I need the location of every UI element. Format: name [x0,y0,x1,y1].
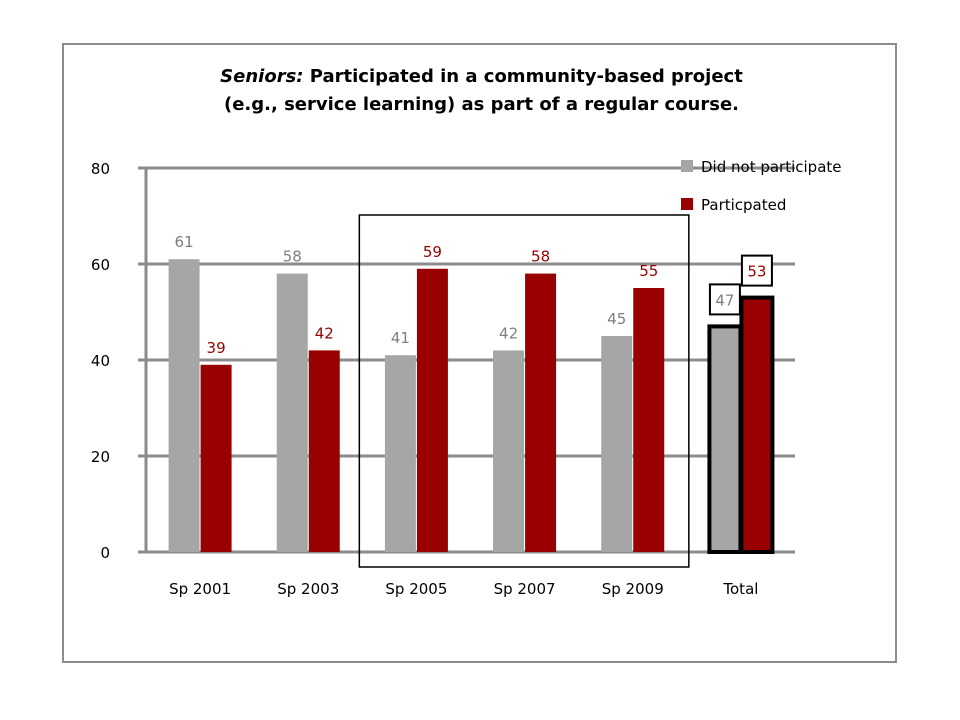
y-tick-label: 0 [100,544,110,562]
title-line2: (e.g., service learning) as part of a re… [223,94,740,115]
data-label: 59 [423,243,442,261]
data-label: 41 [391,329,410,347]
bar [739,295,775,554]
gridlines [138,166,795,554]
bar [200,364,232,552]
x-category-label: Sp 2005 [385,580,447,598]
data-label-box [740,254,773,287]
data-label: 45 [607,310,626,328]
data-label-box [708,283,741,316]
data-label: 42 [499,324,518,342]
bar [308,350,340,552]
data-label: 39 [207,339,226,357]
bar [525,273,557,552]
x-category-label: Sp 2003 [277,580,339,598]
data-label: 55 [639,262,658,280]
legend-label: Did not participate [701,158,842,176]
legend-swatch [681,198,693,210]
x-category-label: Total [722,580,758,598]
title-lead: Seniors: [220,66,304,87]
y-tick-label: 60 [91,256,110,274]
bar [384,355,416,552]
bars [168,214,775,568]
x-axis-categories: Sp 2001 Sp 2003 Sp 2005 Sp 2007 Sp 2009 Total [169,580,758,598]
highlight-box [358,214,690,568]
bar [168,259,200,552]
legend: Did not participate Particpated [681,158,842,214]
bar [707,324,743,554]
legend-label: Particpated [701,196,786,214]
y-tick-label: 40 [91,352,110,370]
title-rest: Participated in a community-based projec… [309,66,743,87]
legend-swatch [681,160,693,172]
data-labels: 61 39 58 42 41 59 42 58 45 55 47 53 [175,233,773,357]
x-category-label: Sp 2001 [169,580,231,598]
x-category-label: Sp 2007 [494,580,556,598]
data-label: 42 [315,324,334,342]
bar [276,273,308,552]
bar [633,288,665,552]
x-category-label: Sp 2009 [602,580,664,598]
y-tick-label: 20 [91,448,110,466]
data-label: 58 [531,248,550,266]
data-label: 53 [747,263,766,281]
y-tick-label: 80 [91,160,110,178]
bar [493,350,525,552]
bar [601,336,633,552]
bar [416,268,448,552]
data-label: 47 [715,291,734,309]
data-label: 61 [175,233,194,251]
data-label: 58 [283,248,302,266]
y-axis-ticks: 0 20 40 60 80 [91,160,110,562]
chart-title: Seniors: Participated in a community-bas… [64,63,899,119]
